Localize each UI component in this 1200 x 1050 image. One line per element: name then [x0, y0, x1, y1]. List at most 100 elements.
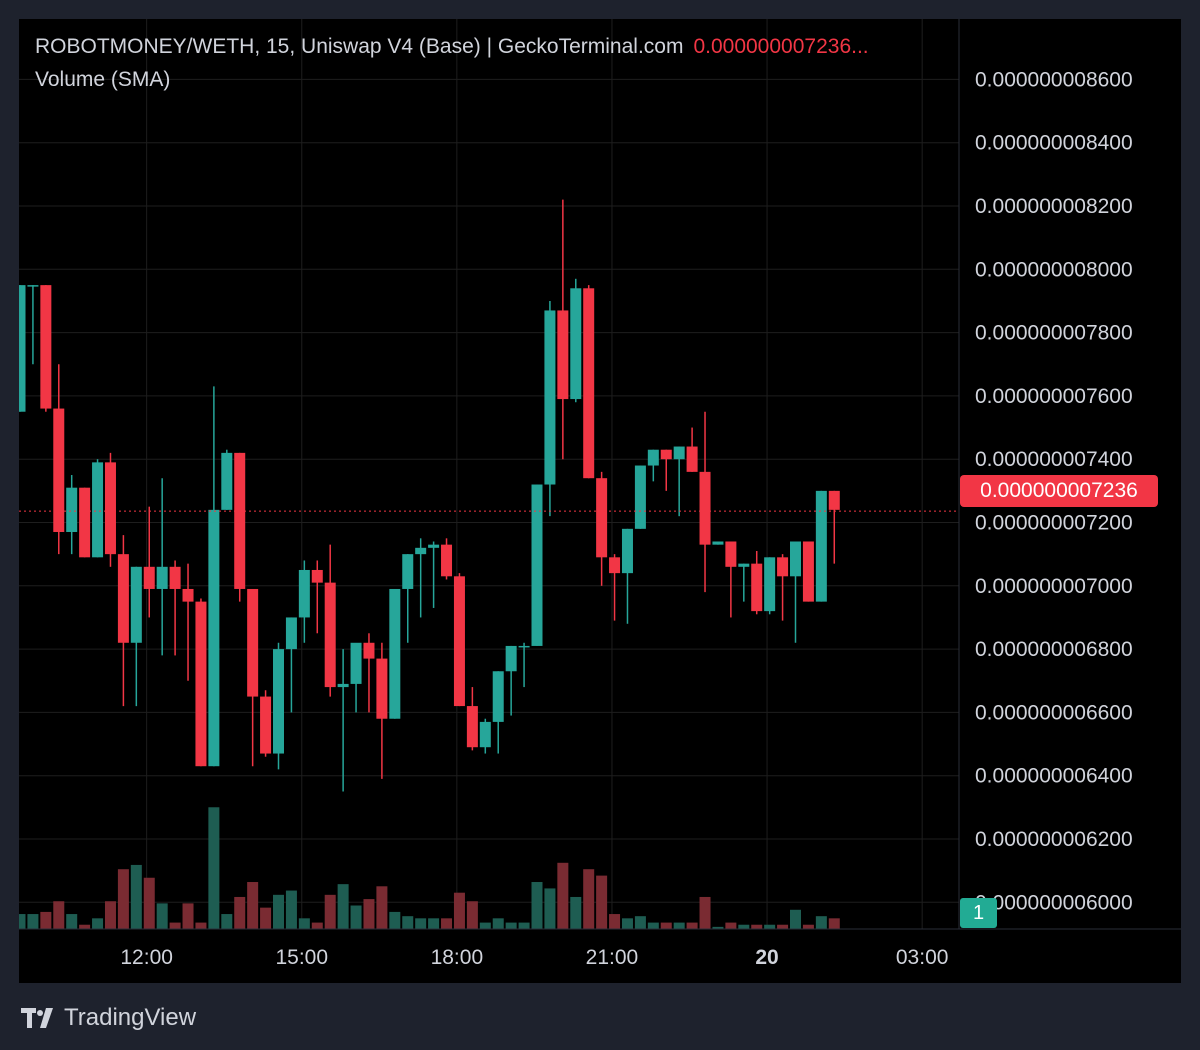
candle-body — [621, 528, 633, 574]
current-price-tag: 0.000000007236 — [960, 475, 1158, 507]
candle-body — [260, 696, 272, 754]
candle-body — [273, 649, 284, 754]
candle-body — [66, 487, 78, 532]
candle-body — [117, 554, 129, 643]
tradingview-brand[interactable]: TradingView — [64, 1004, 197, 1031]
candle-body — [583, 288, 595, 479]
volume-bar — [221, 914, 233, 929]
volume-bar — [273, 894, 284, 929]
volume-bar — [544, 888, 556, 929]
volume-bar — [712, 926, 724, 929]
grid-layer — [19, 19, 959, 929]
volume-bar — [699, 896, 711, 929]
y-tick-label: 0.000000008200 — [975, 195, 1133, 218]
candle-body — [298, 569, 310, 618]
candle-body — [802, 541, 814, 602]
volume-bar — [260, 907, 272, 929]
y-tick-label: 0.000000007400 — [975, 448, 1133, 471]
volume-bar — [583, 869, 595, 929]
volume-bar — [673, 922, 685, 929]
volume-bar — [828, 918, 840, 929]
volume-bar — [27, 914, 39, 929]
volume-bar — [479, 922, 491, 929]
volume-bar — [40, 911, 52, 929]
volume-bar — [647, 922, 659, 929]
volume-bar — [92, 918, 104, 929]
y-tick-label: 0.000000007600 — [975, 385, 1133, 408]
volume-bar — [570, 896, 582, 929]
symbol-title: ROBOTMONEY/WETH, 15, Uniswap V4 (Base) |… — [35, 35, 684, 58]
volume-bar — [621, 918, 633, 929]
candle-body — [453, 576, 465, 707]
candle-body — [53, 408, 65, 532]
y-tick-label: 0.000000008600 — [975, 68, 1133, 91]
volume-bar — [751, 924, 763, 929]
y-tick-label: 0.000000008400 — [975, 132, 1133, 155]
candle-body — [634, 465, 646, 529]
candle-body — [350, 642, 362, 684]
volume-bar — [285, 890, 297, 929]
volume-bar — [79, 924, 91, 929]
volume-bar — [130, 864, 142, 929]
candle-body — [337, 683, 349, 688]
x-tick-label: 20 — [755, 946, 778, 969]
candle-body — [130, 566, 142, 643]
chart-legend-title: ROBOTMONEY/WETH, 15, Uniswap V4 (Base) |… — [35, 35, 869, 59]
candlestick-chart[interactable]: 0.000000008600 0.000000008400 0.0000000082… — [19, 19, 1181, 983]
volume-bar — [117, 869, 129, 929]
volume-bar — [234, 896, 246, 929]
volume-bar — [557, 862, 569, 929]
candle-body — [531, 484, 543, 646]
candle-body — [660, 449, 672, 460]
axis-layer: 0.000000008600 0.000000008400 0.0000000082… — [19, 19, 1181, 969]
volume-bar — [350, 905, 362, 929]
candle-body — [208, 509, 220, 767]
candle-body — [195, 601, 207, 767]
y-tick-label: 0.000000006400 — [975, 765, 1133, 788]
candle-body — [40, 285, 52, 409]
volume-bar — [518, 922, 530, 929]
candle-body — [570, 288, 582, 400]
candle-body — [738, 563, 750, 567]
volume-bar — [660, 922, 672, 929]
volume-bar — [104, 901, 116, 929]
volume-bar — [389, 911, 401, 929]
candle-body — [428, 544, 440, 548]
candle-body — [751, 563, 763, 612]
y-tick-label: 0.000000006000 — [975, 891, 1133, 914]
volume-bar — [376, 886, 388, 929]
candle-body — [285, 617, 297, 650]
candle-body — [764, 557, 776, 612]
volume-bar — [169, 922, 181, 929]
candle-body — [324, 582, 336, 688]
candle-body — [143, 566, 155, 589]
x-tick-label: 03:00 — [896, 946, 949, 969]
y-tick-label: 0.000000008000 — [975, 258, 1133, 281]
volume-bar — [725, 922, 737, 929]
candle-body — [376, 658, 388, 719]
y-tick-label: 0.000000007000 — [975, 575, 1133, 598]
volume-bar — [738, 924, 750, 929]
volume-value-tag: 1 — [960, 898, 997, 928]
volume-bar — [531, 882, 543, 929]
candle-body — [544, 310, 556, 485]
candle-body — [673, 446, 685, 460]
candle-body — [518, 645, 530, 648]
candle-body — [363, 642, 375, 659]
tradingview-logo-icon[interactable] — [19, 1003, 57, 1033]
volume-bar — [143, 877, 155, 929]
candle-body — [182, 588, 194, 602]
candle-body — [492, 671, 504, 722]
volume-bar — [195, 922, 207, 929]
volume-bar — [596, 875, 608, 929]
candle-body — [389, 588, 401, 719]
volume-indicator-label[interactable]: Volume (SMA) — [35, 68, 171, 91]
y-tick-label: 0.000000006600 — [975, 701, 1133, 724]
volume-bar — [311, 922, 323, 929]
volume-bar — [247, 882, 259, 929]
volume-bar — [777, 924, 789, 929]
volume-bar — [298, 918, 310, 929]
candle-body — [169, 566, 181, 589]
candle-body — [647, 449, 659, 466]
volume-bar — [19, 914, 26, 929]
